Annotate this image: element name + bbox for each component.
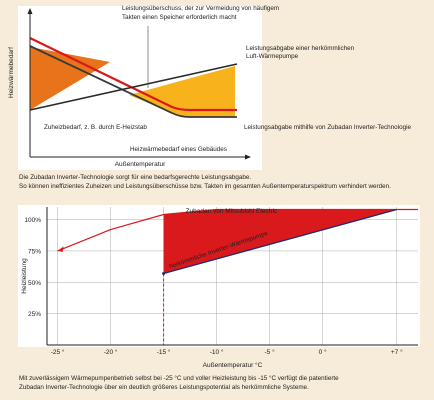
zubadan-output-line xyxy=(29,37,237,112)
ueberschuss-label-2: Takten einen Speicher erforderlich macht xyxy=(122,14,237,21)
zubadan-series-label: Zubadan von Mitsubishi Electric xyxy=(186,208,279,215)
bottom-series xyxy=(57,208,418,345)
y-tick-label: 50% xyxy=(28,280,41,287)
x-tick-label: +7 ° xyxy=(391,348,403,356)
top-y-arrowhead xyxy=(27,8,33,14)
gebaeude-label: Heizwärmebedarf eines Gebäudes xyxy=(130,146,227,153)
x-tick-label: -5 ° xyxy=(265,348,276,356)
luft-wp-label-2: Luft-Wärmepumpe xyxy=(246,53,299,60)
ueberschuss-label-1: Leistungsüberschuss, der zur Vermeidung … xyxy=(122,5,279,12)
zubadan-series-line xyxy=(57,208,418,252)
bottom-ylabel: Heizleistung xyxy=(21,258,28,294)
y-tick-label: 100% xyxy=(24,217,41,224)
top-xlabel: Außentemperatur xyxy=(115,161,166,168)
heat-demand-line xyxy=(29,45,237,118)
zubadan-output-label: Leistungsabgabe mithilfe von Zubadan Inv… xyxy=(244,124,411,131)
air-heat-pump-line xyxy=(29,63,238,111)
bottom-caption-line-1: Mit zuverlässigem Wärmepumpenbetrieb sel… xyxy=(19,375,339,382)
y-tick-label: 75% xyxy=(28,248,41,255)
conventional-series-point xyxy=(162,271,166,275)
y-tick-label: 25% xyxy=(28,311,41,318)
top-chart: Heizwärmebedarf Außentemperatur Leistung… xyxy=(8,5,411,170)
x-tick-label: -10 ° xyxy=(210,348,224,356)
zuheiz-area xyxy=(30,47,110,110)
top-x-arrowhead xyxy=(245,154,251,160)
bottom-axes xyxy=(46,207,418,346)
conventional-series-line xyxy=(163,208,397,275)
bottom-chart: 100% 75% 50% 25% -25 ° -20 ° -15 ° -10 ° -5 ° 0 °… xyxy=(18,205,420,369)
top-caption-line-1: Die Zubadan Inverter-Technologie sorgt f… xyxy=(19,174,252,181)
x-tick-label: -20 ° xyxy=(104,348,118,356)
zubadan-arrowhead xyxy=(57,246,64,252)
x-tick-label: -15 ° xyxy=(157,348,171,356)
top-caption-line-2: So können ineffizientes Zuheizen und Lei… xyxy=(19,183,391,190)
x-tick-label: -25 ° xyxy=(51,348,65,356)
bottom-xlabel: Außentemperatur °C xyxy=(203,361,263,369)
luft-wp-label-1: Leistungsabgabe einer herkömmlichen xyxy=(246,45,355,52)
x-tick-label: 0 ° xyxy=(319,348,327,356)
bottom-caption-line-2: Zubadan Inverter-Technologie über ein de… xyxy=(19,384,309,391)
zuheiz-label: Zuheizbedarf, z. B. durch E-Heizstab xyxy=(44,124,147,131)
top-ylabel: Heizwärmebedarf xyxy=(8,47,15,98)
